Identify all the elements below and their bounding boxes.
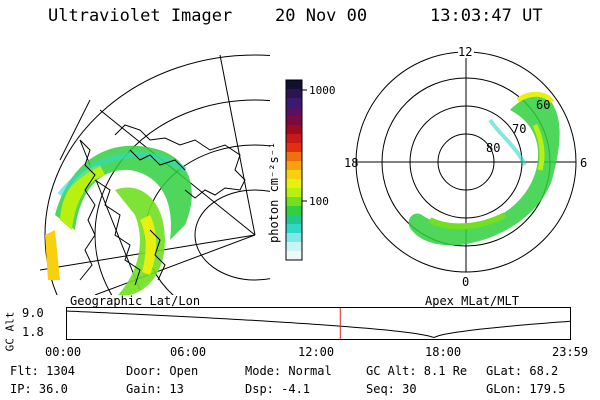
apex-map-title: Apex MLat/MLT [425,294,519,308]
mlt-label-0: 0 [462,275,469,289]
mlat-label-70: 70 [512,122,526,136]
colorbar-tick-100: 100 [309,195,329,208]
gain-value: Gain: 13 [126,382,184,396]
polar-mlt-plot: 12 18 6 0 60 70 80 [344,44,587,289]
timeline-xtick-2359: 23:59 [552,345,589,359]
colorbar-cell [286,152,302,162]
meridian-line [59,99,91,161]
colorbar-cell [286,224,302,234]
time-label: 13:03:47 UT [430,6,543,26]
meridian-line [219,54,256,236]
colorbar-cell [286,161,302,171]
colorbar-cell [286,179,302,189]
timeline-xtick-0000: 00:00 [45,345,82,359]
orbit-altitude-curve [66,310,571,339]
colorbar-tick-1000: 1000 [309,84,336,97]
colorbar-cell [286,143,302,153]
colorbar-cell [286,134,302,144]
colorbar: 1000 100 photon cm⁻²s⁻¹ [267,79,336,261]
mlt-label-18: 18 [344,156,358,170]
date-label: 20 Nov 00 [275,6,368,26]
mlat-label-80: 80 [486,141,500,155]
timeline-xtick-1200: 12:00 [298,345,335,359]
seq-value: Seq: 30 [366,382,417,396]
mlat-label-60: 60 [536,98,550,112]
geographic-map [39,54,270,295]
lat-circle [194,189,270,281]
colorbar-cell [286,80,302,90]
timeline-ylabel-wrap: GC Alt [0,312,16,352]
colorbar-cell [286,206,302,216]
glat-value: GLat: 68.2 [486,364,559,378]
timeline-ylabel: GC Alt [3,311,17,352]
aurora-oval-right [408,91,560,246]
colorbar-cell [286,242,302,252]
dsp-value: Dsp: -4.1 [245,382,311,396]
label-bg [458,44,474,58]
meridian-line [94,234,256,295]
colorbar-frame [285,79,303,261]
colorbar-cell [286,125,302,135]
mode-value: Mode: Normal [245,364,332,378]
colorbar-cell [286,107,302,117]
ip-value: IP: 36.0 [10,382,68,396]
timeline-ytick-low: 1.8 [22,325,44,339]
instrument-title: Ultraviolet Imager [48,6,233,26]
gc-alt-value: GC Alt: 8.1 Re [366,364,468,378]
timeline-frame [66,307,571,340]
mlt-label-12: 12 [458,45,472,59]
colorbar-cell [286,116,302,126]
timeline-xtick-1800: 18:00 [425,345,462,359]
colorbar-cell [286,98,302,108]
glon-value: GLon: 179.5 [486,382,566,396]
colorbar-cell [286,89,302,99]
colorbar-cell [286,251,302,261]
colorbar-cell [286,197,302,207]
coastlines [79,124,246,286]
colorbar-cell [286,215,302,225]
colorbar-unit-label: photon cm⁻²s⁻¹ [267,142,281,243]
flight-number: Flt: 1304 [10,364,76,378]
timeline-plot [66,307,571,340]
timeline-ytick-high: 9.0 [22,306,44,320]
mlt-label-6: 6 [580,156,587,170]
timeline-xtick-0600: 06:00 [170,345,207,359]
colorbar-cell [286,170,302,180]
colorbar-cell [286,233,302,243]
colorbar-cell [286,188,302,198]
geographic-map-title: Geographic Lat/Lon [70,294,201,308]
door-status: Door: Open [126,364,199,378]
